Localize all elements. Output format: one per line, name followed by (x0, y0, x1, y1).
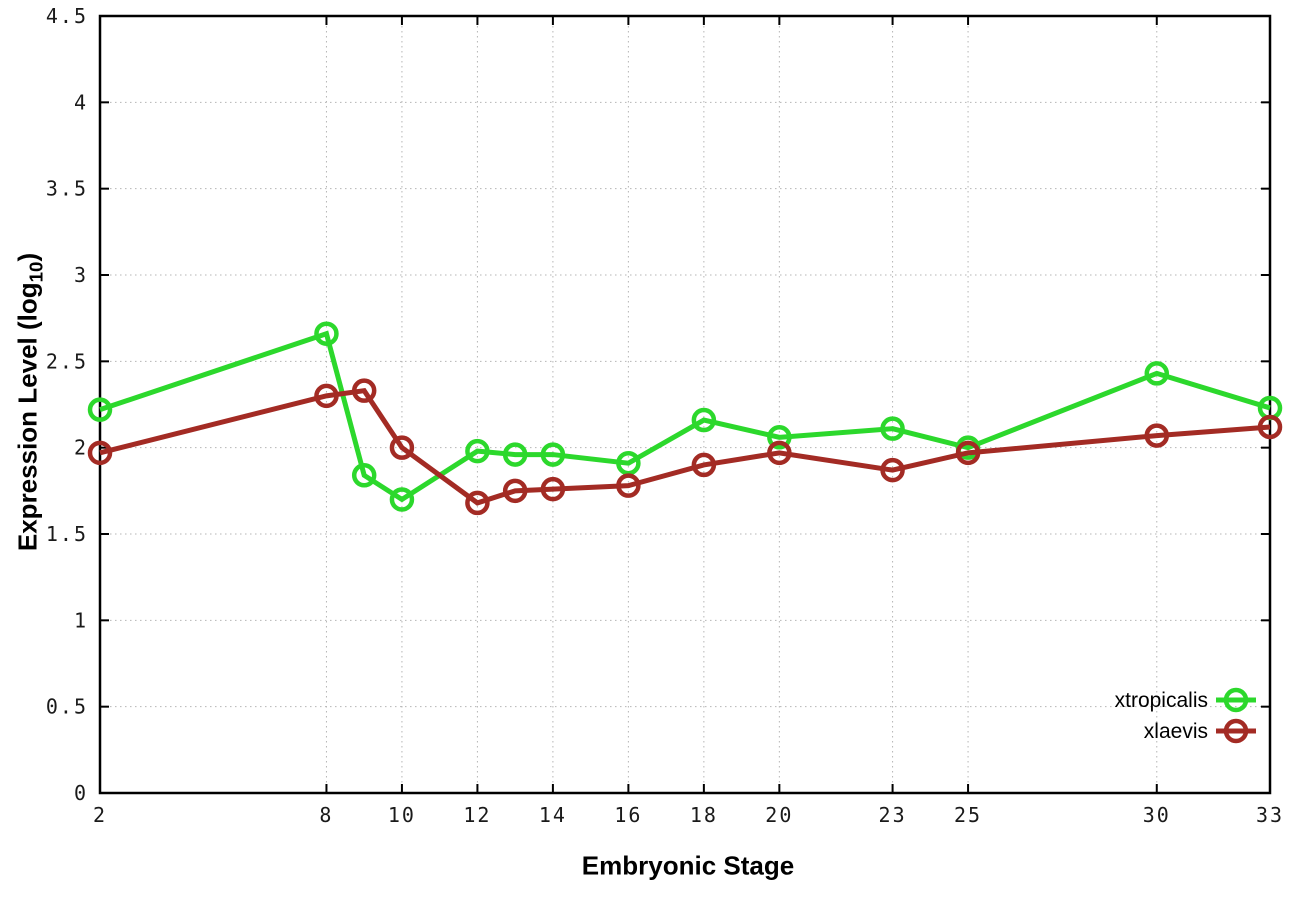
x-tick-label: 30 (1143, 803, 1171, 827)
data-point-xlaevis (87, 440, 113, 466)
y-tick-label: 3 (74, 263, 88, 287)
plot-border (98, 14, 1272, 795)
data-point-xtropicalis (87, 397, 113, 422)
x-tick-label: 33 (1256, 803, 1284, 827)
data-point-xlaevis (351, 378, 377, 403)
data-point-xtropicalis (502, 442, 528, 467)
y-tick-label: 3.5 (46, 177, 88, 201)
data-point-xtropicalis (767, 425, 792, 450)
legend-label-xtropicalis: xtropicalis (1115, 689, 1208, 712)
x-tick-label: 8 (319, 803, 333, 827)
data-point-xtropicalis (314, 321, 339, 346)
data-point-xlaevis (1144, 423, 1170, 448)
data-point-xlaevis (502, 478, 528, 504)
y-tick-label: 0 (74, 781, 88, 805)
data-point-xlaevis (616, 473, 641, 498)
series-line-xtropicalis (99, 330, 1271, 503)
y-axis-title: Expression Level (log10) (12, 253, 47, 551)
y-tick-label: 4 (74, 90, 88, 114)
data-point-xtropicalis (389, 487, 415, 512)
x-tick-label: 16 (614, 803, 642, 827)
data-point-xlaevis (314, 383, 339, 409)
legend-marker-xtropicalis (1223, 687, 1249, 713)
x-tick-label: 14 (539, 803, 567, 827)
x-tick-label: 12 (463, 803, 491, 827)
x-tick-label: 10 (388, 803, 416, 827)
x-tick-label: 23 (879, 803, 907, 827)
data-point-xlaevis (540, 476, 566, 502)
data-point-xtropicalis (616, 450, 641, 476)
data-point-xtropicalis (351, 463, 377, 488)
data-point-xlaevis (465, 490, 490, 516)
data-point-xtropicalis (465, 438, 490, 464)
y-tick-label: 2 (74, 436, 88, 460)
data-point-xlaevis (955, 440, 981, 466)
y-axis-title-suffix: ) (12, 252, 43, 262)
x-tick-label: 2 (93, 803, 107, 827)
data-point-xtropicalis (880, 416, 905, 441)
x-tick-label: 18 (690, 803, 718, 827)
data-point-xtropicalis (1144, 361, 1170, 386)
legend-label-xlaevis: xlaevis (1144, 720, 1208, 743)
x-tick-label: 25 (954, 803, 982, 827)
y-tick-label: 1.5 (46, 522, 88, 546)
data-point-xlaevis (880, 457, 905, 483)
y-tick-label: 0.5 (46, 695, 88, 719)
data-point-xlaevis (691, 452, 717, 478)
series-line-xlaevis (99, 387, 1271, 506)
y-tick-label: 2.5 (46, 349, 88, 373)
data-point-xtropicalis (540, 442, 566, 467)
data-point-xlaevis (1257, 414, 1283, 440)
y-tick-label: 1 (74, 608, 88, 632)
y-tick-label: 4.5 (46, 4, 88, 28)
data-point-xlaevis (389, 435, 415, 460)
y-axis-title-text: Expression Level (log (12, 282, 43, 552)
legend-marker-xlaevis (1223, 718, 1249, 744)
data-point-xlaevis (767, 440, 792, 466)
x-axis-title: Embryonic Stage (581, 850, 795, 881)
y-axis-title-subscript: 10 (25, 261, 47, 283)
x-tick-label: 20 (765, 803, 793, 827)
data-point-xtropicalis (691, 407, 717, 433)
